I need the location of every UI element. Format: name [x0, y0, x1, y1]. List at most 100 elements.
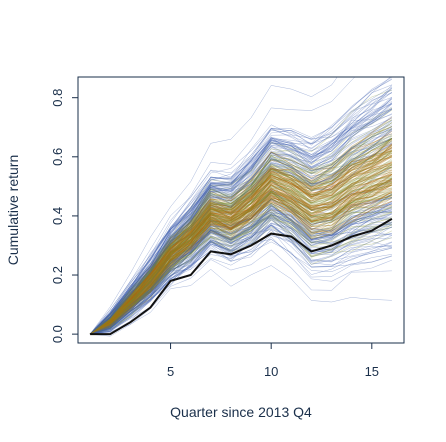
simulation-path [89, 174, 393, 335]
simulation-path [89, 206, 393, 335]
simulation-path [89, 174, 393, 335]
simulation-path [89, 191, 392, 335]
simulation-path [89, 183, 392, 335]
simulation-path [89, 182, 393, 335]
simulation-path [89, 89, 393, 335]
simulation-path [89, 144, 393, 335]
simulation-path [89, 124, 393, 335]
simulation-path [89, 156, 393, 335]
simulation-path [89, 174, 392, 335]
simulation-path [89, 171, 392, 335]
simulation-path [89, 122, 393, 335]
simulation-path [89, 103, 393, 335]
simulation-path [90, 214, 392, 335]
simulation-path [89, 129, 393, 335]
simulation-path [90, 202, 393, 335]
simulation-path [89, 149, 393, 335]
simulation-path [89, 172, 393, 335]
simulation-path [89, 171, 393, 335]
simulation-path [89, 198, 392, 335]
simulation-path [89, 201, 393, 335]
simulation-path [89, 191, 393, 335]
simulation-path [89, 194, 393, 335]
simulation-path [89, 151, 393, 335]
simulation-path [89, 149, 392, 335]
simulation-path [89, 197, 392, 335]
simulation-path [89, 138, 393, 335]
simulation-path [89, 150, 393, 335]
simulation-path [89, 198, 393, 335]
simulation-path [89, 127, 393, 335]
simulation-path [89, 103, 393, 335]
simulation-path [89, 101, 393, 335]
simulation-path [89, 137, 393, 335]
y-axis: 0.0 0.2 0.4 0.6 0.8 [50, 89, 79, 343]
simulation-path [89, 181, 393, 335]
simulation-path [89, 117, 393, 335]
simulation-path [89, 106, 393, 335]
simulation-path [89, 102, 393, 335]
simulation-path [89, 135, 393, 335]
simulation-path [90, 217, 392, 335]
simulation-path [89, 184, 393, 335]
simulation-path [89, 137, 393, 335]
simulation-path [90, 207, 392, 335]
simulation-path [89, 143, 393, 335]
simulation-path [89, 152, 393, 335]
simulation-path [89, 178, 393, 335]
simulation-path [90, 213, 393, 335]
simulation-path [89, 84, 393, 335]
simulation-path [89, 146, 393, 335]
simulation-path [89, 180, 393, 335]
simulation-path [90, 225, 392, 335]
simulation-path [89, 194, 392, 335]
simulation-path [89, 177, 393, 335]
simulation-path [89, 188, 393, 335]
simulation-path [89, 167, 393, 335]
simulation-path [89, 91, 393, 335]
simulation-path [89, 145, 393, 335]
simulation-path [89, 180, 392, 335]
simulation-path [90, 249, 392, 335]
simulation-path [90, 203, 392, 335]
simulation-path [90, 224, 393, 335]
y-tick-label: 0.0 [50, 325, 65, 343]
simulation-path [89, 138, 393, 335]
simulation-path [89, 166, 393, 335]
simulation-path [89, 108, 392, 335]
simulation-path [89, 98, 393, 335]
simulation-path [89, 156, 393, 335]
simulation-path [89, 103, 393, 335]
simulation-path [89, 137, 393, 335]
simulation-path [89, 218, 392, 335]
simulation-path [89, 143, 393, 335]
simulation-path [89, 127, 393, 335]
simulation-path [89, 107, 393, 335]
simulation-path [89, 190, 393, 335]
simulation-path [89, 162, 393, 335]
simulation-path [89, 128, 393, 335]
simulation-path [89, 92, 393, 335]
simulation-path [89, 122, 393, 335]
simulation-path [89, 200, 392, 335]
simulation-path [89, 219, 392, 335]
simulation-path [89, 160, 393, 335]
simulation-path [89, 102, 393, 335]
simulation-path [89, 109, 393, 335]
simulation-path [89, 98, 393, 335]
simulation-path [89, 166, 393, 335]
simulation-path [89, 126, 393, 335]
simulation-path [89, 192, 393, 335]
simulation-path [89, 173, 393, 335]
simulation-path [89, 180, 392, 335]
simulation-path [89, 172, 393, 335]
simulation-path [89, 133, 392, 335]
simulation-path [89, 166, 393, 335]
simulation-path [89, 143, 393, 335]
simulation-path [90, 216, 392, 335]
simulation-path [90, 205, 392, 335]
simulation-path [89, 150, 393, 335]
x-axis-title: Quarter since 2013 Q4 [170, 404, 312, 420]
simulation-path [89, 150, 393, 335]
simulation-path [89, 138, 393, 335]
